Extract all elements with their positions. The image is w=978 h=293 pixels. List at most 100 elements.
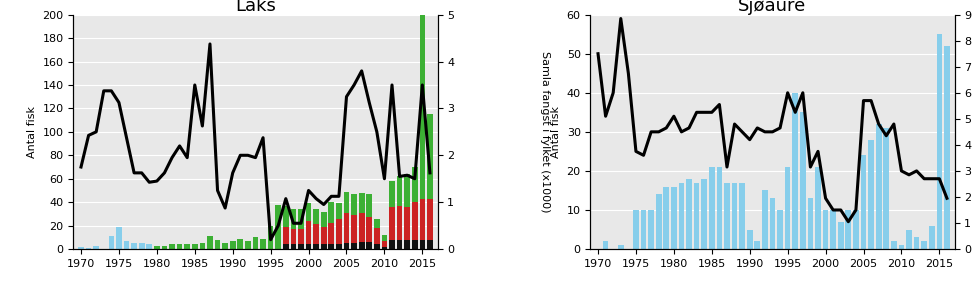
Y-axis label: Antal fisk: Antal fisk — [551, 106, 560, 158]
Bar — [313, 224, 319, 244]
Bar — [663, 187, 668, 249]
Bar — [139, 243, 145, 249]
Bar — [419, 0, 424, 199]
Bar — [298, 209, 303, 229]
Bar — [290, 229, 296, 244]
Bar — [366, 194, 372, 217]
Bar — [177, 244, 182, 249]
Bar — [746, 229, 752, 249]
Bar — [359, 242, 364, 249]
Bar — [298, 229, 303, 244]
Bar — [647, 210, 653, 249]
Bar — [389, 240, 394, 249]
Bar — [655, 194, 661, 249]
Bar — [283, 227, 289, 244]
Bar — [131, 243, 137, 249]
Bar — [617, 245, 623, 249]
Bar — [640, 210, 645, 249]
Bar — [389, 181, 394, 207]
Bar — [389, 207, 394, 240]
Bar — [633, 210, 638, 249]
Bar — [184, 244, 190, 249]
Bar — [754, 241, 759, 249]
Bar — [396, 176, 402, 206]
Bar — [351, 243, 357, 249]
Bar — [207, 236, 212, 249]
Bar — [244, 241, 250, 249]
Bar — [321, 244, 327, 249]
Bar — [252, 237, 258, 249]
Bar — [412, 167, 418, 202]
Bar — [313, 209, 319, 224]
Bar — [343, 192, 349, 213]
Bar — [335, 219, 341, 244]
Bar — [366, 217, 372, 242]
Bar — [343, 213, 349, 243]
Bar — [290, 244, 296, 249]
Bar — [214, 240, 220, 249]
Bar — [283, 206, 289, 227]
Bar — [906, 229, 911, 249]
Bar — [837, 222, 843, 249]
Bar — [693, 183, 698, 249]
Bar — [374, 219, 379, 228]
Bar — [412, 202, 418, 240]
Bar — [161, 246, 167, 249]
Bar — [283, 244, 289, 249]
Bar — [799, 112, 805, 249]
Bar — [791, 93, 797, 249]
Bar — [708, 167, 714, 249]
Bar — [769, 198, 775, 249]
Bar — [419, 199, 424, 240]
Bar — [761, 190, 767, 249]
Bar — [374, 244, 379, 249]
Bar — [784, 167, 789, 249]
Bar — [875, 124, 880, 249]
Bar — [890, 241, 896, 249]
Bar — [928, 226, 934, 249]
Bar — [912, 237, 918, 249]
Bar — [374, 228, 379, 244]
Bar — [192, 244, 198, 249]
Bar — [396, 240, 402, 249]
Bar — [359, 193, 364, 213]
Bar — [123, 241, 129, 249]
Bar — [305, 221, 311, 244]
Bar — [867, 140, 873, 249]
Bar — [404, 174, 410, 207]
Bar — [230, 241, 236, 249]
Bar — [724, 183, 729, 249]
Bar — [700, 179, 706, 249]
Bar — [200, 243, 205, 249]
Bar — [426, 240, 432, 249]
Bar — [807, 198, 813, 249]
Bar — [329, 202, 333, 223]
Bar — [169, 244, 175, 249]
Bar — [852, 210, 858, 249]
Title: Sjøaure: Sjøaure — [737, 0, 806, 15]
Bar — [329, 244, 333, 249]
Bar — [321, 212, 327, 227]
Bar — [396, 206, 402, 240]
Bar — [154, 246, 159, 249]
Bar — [116, 227, 121, 249]
Bar — [860, 155, 866, 249]
Bar — [154, 246, 159, 249]
Bar — [845, 210, 850, 249]
Bar — [93, 246, 99, 249]
Bar — [222, 243, 228, 249]
Bar — [78, 247, 84, 249]
Bar — [602, 241, 608, 249]
Bar — [86, 248, 91, 249]
Title: Laks: Laks — [235, 0, 276, 15]
Bar — [335, 203, 341, 219]
Bar — [275, 205, 281, 249]
Bar — [404, 240, 410, 249]
Bar — [943, 46, 949, 249]
Bar — [238, 239, 243, 249]
Bar — [268, 226, 273, 249]
Bar — [678, 183, 684, 249]
Bar — [882, 128, 888, 249]
Bar — [829, 210, 835, 249]
Y-axis label: Antal fisk: Antal fisk — [27, 106, 37, 158]
